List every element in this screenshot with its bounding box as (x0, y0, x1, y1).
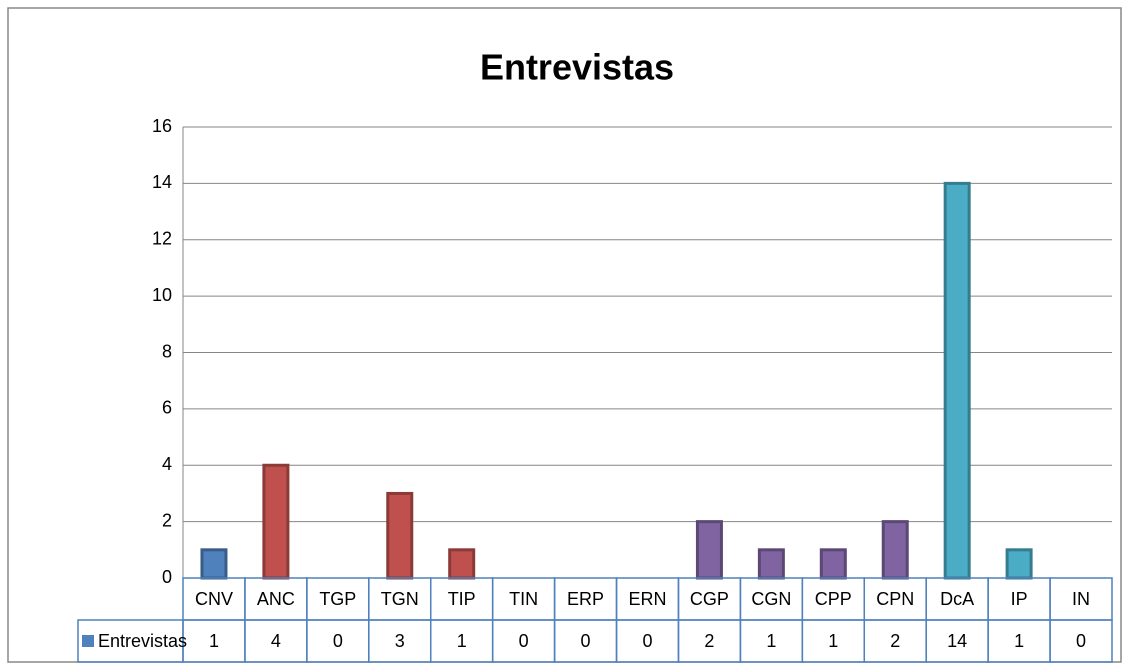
table-value: 0 (519, 631, 529, 651)
bar (757, 548, 785, 580)
table-value: 1 (457, 631, 467, 651)
x-tick-label: TIN (509, 589, 538, 609)
table-value: 1 (1014, 631, 1024, 651)
x-tick-label: CGN (751, 589, 791, 609)
table-value: 0 (581, 631, 591, 651)
table-value: 0 (1076, 631, 1086, 651)
table-value: 1 (828, 631, 838, 651)
bar (695, 520, 723, 580)
bar (943, 181, 971, 580)
bar (200, 548, 228, 580)
x-tick-label: ANC (257, 589, 295, 609)
table-value: 0 (333, 631, 343, 651)
bar (262, 463, 290, 580)
table-cell (77, 619, 184, 663)
x-tick-label: IP (1011, 589, 1028, 609)
legend-label: Entrevistas (98, 631, 187, 651)
x-tick-label: IN (1072, 589, 1090, 609)
table-value: 2 (890, 631, 900, 651)
y-tick-label: 16 (152, 116, 172, 136)
table-cell (1049, 619, 1113, 663)
chart-frame (7, 7, 1122, 663)
bar (1005, 548, 1033, 580)
y-tick-label: 14 (152, 172, 172, 192)
y-tick-label: 4 (162, 454, 172, 474)
bar (819, 548, 847, 580)
y-tick-label: 10 (152, 285, 172, 305)
x-tick-label: TIP (448, 589, 476, 609)
table-value: 3 (395, 631, 405, 651)
bar (881, 520, 909, 580)
y-tick-label: 12 (152, 229, 172, 249)
y-tick-label: 8 (162, 341, 172, 361)
table-value: 1 (209, 631, 219, 651)
x-tick-label: DcA (940, 589, 974, 609)
x-tick-label: CPP (815, 589, 852, 609)
y-tick-label: 2 (162, 510, 172, 530)
x-tick-label: CPN (876, 589, 914, 609)
table-value: 1 (766, 631, 776, 651)
x-tick-label: ERN (628, 589, 666, 609)
legend-key (82, 635, 94, 647)
x-tick-label: TGN (381, 589, 419, 609)
chart-title: Entrevistas (480, 47, 674, 88)
table-value: 0 (642, 631, 652, 651)
x-tick-label: CGP (690, 589, 729, 609)
y-tick-label: 0 (162, 567, 172, 587)
table-value: 14 (947, 631, 967, 651)
table-value: 4 (271, 631, 281, 651)
x-tick-label: CNV (195, 589, 233, 609)
x-tick-label: ERP (567, 589, 604, 609)
table-value: 2 (704, 631, 714, 651)
bar (386, 491, 414, 580)
x-tick-label: TGP (319, 589, 356, 609)
y-tick-label: 6 (162, 398, 172, 418)
bar (448, 548, 476, 580)
